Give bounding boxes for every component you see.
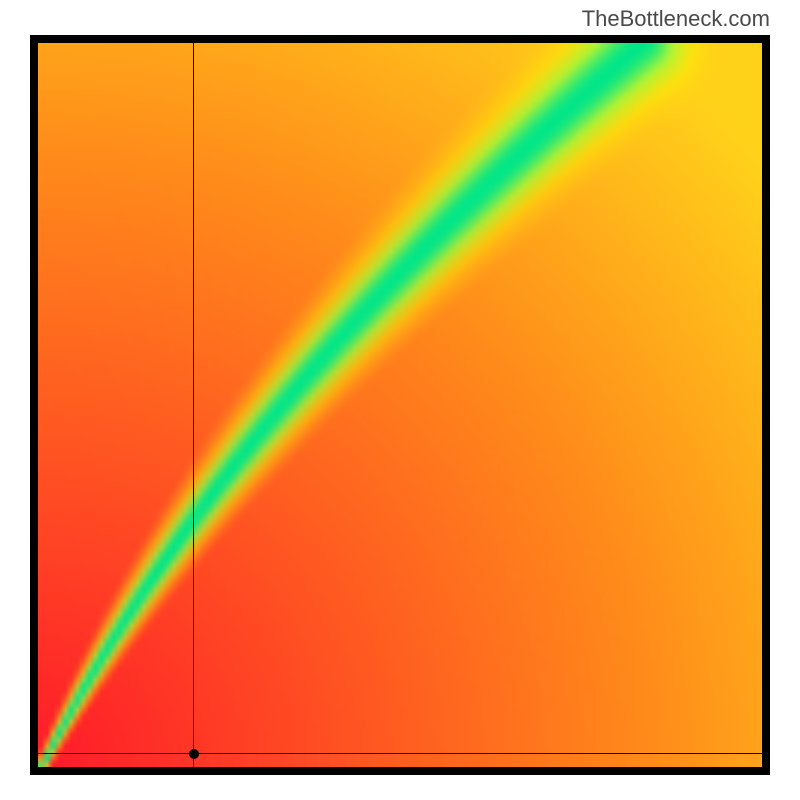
crosshair-marker (189, 749, 199, 759)
attribution-text: TheBottleneck.com (582, 6, 770, 32)
heatmap-area (38, 43, 762, 767)
crosshair-vertical (193, 43, 194, 767)
plot-frame (30, 35, 770, 775)
heatmap-canvas (38, 43, 762, 767)
crosshair-horizontal (38, 753, 762, 754)
chart-container: TheBottleneck.com (0, 0, 800, 800)
